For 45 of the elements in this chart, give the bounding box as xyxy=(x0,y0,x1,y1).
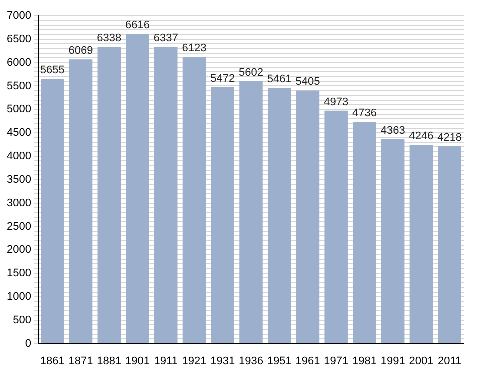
data-label: 4218 xyxy=(438,132,462,144)
y-tick-label: 5000 xyxy=(6,104,32,116)
data-label: 5461 xyxy=(267,74,292,86)
x-tick-label: 2001 xyxy=(409,355,434,368)
x-tick-label: 1861 xyxy=(40,355,65,368)
y-tick-label: 1500 xyxy=(6,268,32,280)
data-label: 6123 xyxy=(182,42,207,55)
data-label: 4736 xyxy=(352,108,377,120)
x-tick-label: 1991 xyxy=(380,355,406,368)
y-tick-label: 500 xyxy=(13,314,32,326)
x-tick-label: 1961 xyxy=(296,355,320,368)
x-tick-label: 1881 xyxy=(97,355,122,368)
x-tick-label: 1871 xyxy=(68,355,94,368)
y-tick-label: 2000 xyxy=(6,244,32,256)
x-tick-label: 1981 xyxy=(352,355,377,368)
y-tick-label: 3500 xyxy=(6,174,32,186)
y-tick-label: 6500 xyxy=(6,33,32,46)
y-tick-label: 7000 xyxy=(6,10,32,22)
y-tick-label: 2500 xyxy=(6,220,32,233)
y-tick-label: 6000 xyxy=(6,56,32,69)
y-tick-label: 5500 xyxy=(6,80,32,92)
data-label: 6069 xyxy=(68,45,94,58)
x-tick-label: 1931 xyxy=(210,355,236,368)
data-label: 4246 xyxy=(409,130,434,142)
y-tick-label: 0 xyxy=(25,338,32,350)
y-tick-label: 3000 xyxy=(6,197,32,210)
data-label: 5602 xyxy=(238,67,264,79)
x-tick-label: 1936 xyxy=(238,355,264,368)
data-label: 5405 xyxy=(296,76,320,88)
y-tick-label: 1000 xyxy=(6,291,32,304)
y-tick-label: 4500 xyxy=(6,127,32,140)
x-tick-label: 1971 xyxy=(324,355,349,368)
x-tick-label: 2011 xyxy=(438,355,462,368)
x-tick-label: 1901 xyxy=(126,355,150,368)
data-label: 6338 xyxy=(97,32,122,45)
data-label: 4363 xyxy=(380,125,406,138)
data-label: 4973 xyxy=(324,96,349,108)
data-label: 5655 xyxy=(40,64,65,77)
data-label: 6616 xyxy=(126,20,150,32)
x-tick-label: 1911 xyxy=(154,355,178,368)
y-tick-label: 4000 xyxy=(6,150,32,163)
x-tick-label: 1951 xyxy=(267,355,292,368)
data-label: 6337 xyxy=(154,32,178,45)
data-label: 5472 xyxy=(210,73,236,86)
x-tick-label: 1921 xyxy=(182,355,207,368)
